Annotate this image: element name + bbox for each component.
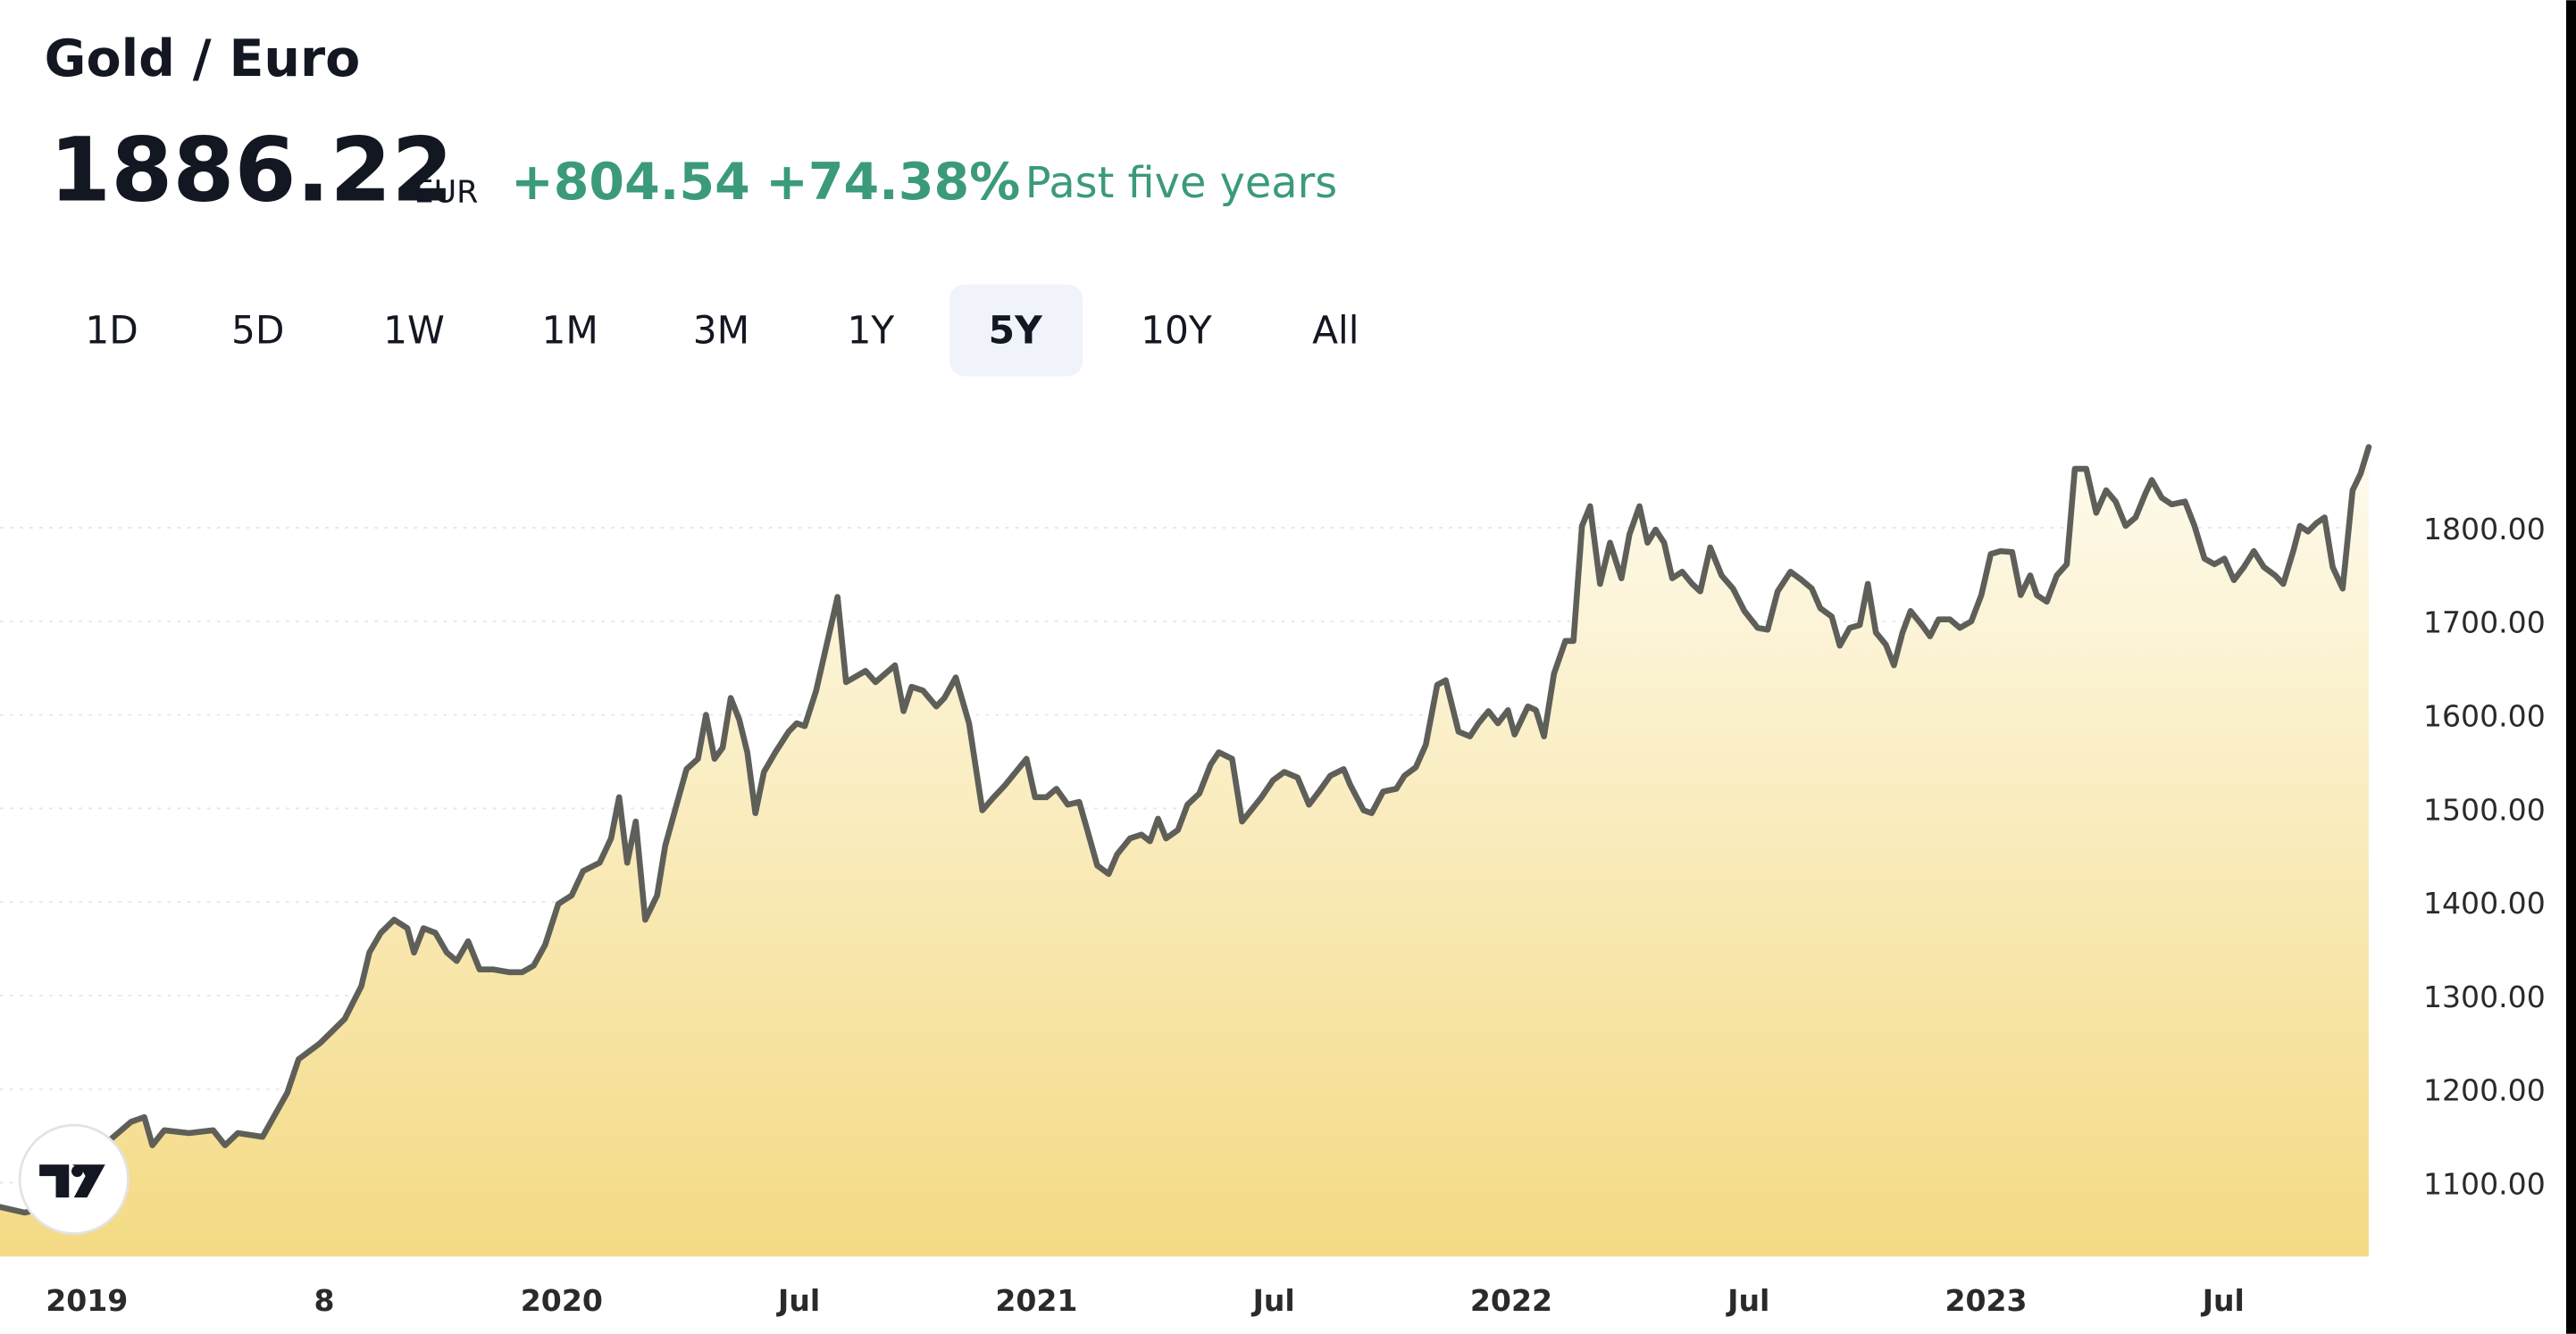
range-button[interactable]: 1Y (847, 309, 894, 353)
y-tick-label: 1700.00 (2423, 605, 2546, 640)
range-label[interactable]: 3M (693, 309, 749, 353)
range-bar: 1D 5D 1W 1M 3M 1Y 5Y 10Y All (85, 284, 1359, 377)
range-button[interactable]: 10Y (1141, 309, 1212, 353)
range-button[interactable]: 1M (542, 309, 598, 353)
y-tick-label: 1800.00 (2423, 512, 2546, 546)
range-label[interactable]: 1M (542, 309, 598, 353)
range-label[interactable]: 1W (383, 309, 445, 353)
y-tick-label: 1300.00 (2423, 980, 2546, 1014)
logo-badge (18, 1123, 130, 1235)
range-label[interactable]: 10Y (1141, 309, 1212, 353)
x-tick-label: Jul (1251, 1283, 1295, 1318)
currency: EUR (414, 174, 479, 210)
x-tick-label: 2023 (1945, 1283, 2027, 1318)
range-button[interactable]: All (1312, 309, 1359, 353)
period: Past five years (1025, 159, 1337, 208)
y-tick-label: 1500.00 (2423, 792, 2546, 827)
change-percent: +74.38% (765, 153, 1020, 212)
y-tick-label: 1200.00 (2423, 1073, 2546, 1108)
x-tick-label: 2020 (521, 1283, 603, 1318)
x-tick-label: 8 (314, 1283, 335, 1318)
price: 1886.22 (49, 120, 453, 222)
x-tick-label: Jul (2201, 1283, 2245, 1318)
range-label[interactable]: 5Y (989, 309, 1043, 353)
range-button[interactable]: 1W (383, 309, 445, 353)
logo (18, 1123, 130, 1235)
x-tick-label: 2021 (995, 1283, 1077, 1318)
x-tick-label: 2019 (46, 1283, 128, 1318)
range-label[interactable]: 5D (231, 309, 284, 353)
plot: 1100.00 1200.00 1300.00 1400.00 1500.00 1600.… (0, 444, 2546, 1318)
x-tick-label: Jul (776, 1283, 820, 1318)
range-button[interactable]: 5Y (949, 284, 1083, 377)
logo-dot (71, 1165, 83, 1178)
y-tick-label: 1600.00 (2423, 698, 2546, 733)
title: Gold / Euro (45, 29, 361, 88)
range-button-bg[interactable] (949, 284, 1083, 377)
x-tick-label: Jul (1726, 1283, 1769, 1318)
range-button[interactable]: 1D (85, 309, 138, 353)
range-button[interactable]: 3M (693, 309, 749, 353)
y-tick-label: 1100.00 (2423, 1166, 2546, 1201)
price-line (0, 444, 2372, 1216)
range-label[interactable]: All (1312, 309, 1359, 353)
x-tick-label: 2022 (1470, 1283, 1552, 1318)
y-tick-label: 1400.00 (2423, 886, 2546, 921)
area-fill (0, 446, 2369, 1257)
range-label[interactable]: 1D (85, 309, 138, 353)
range-button[interactable]: 5D (231, 309, 284, 353)
change: +804.54 (511, 153, 750, 212)
window-edge (2565, 0, 2576, 1334)
range-label[interactable]: 1Y (847, 309, 894, 353)
logo-mark (39, 1164, 105, 1198)
